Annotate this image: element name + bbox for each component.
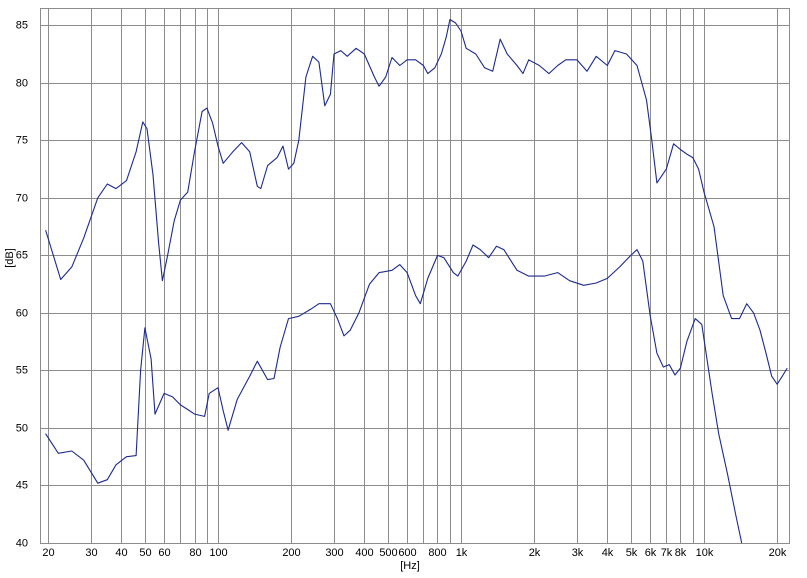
- x-tick-label: 300: [325, 547, 343, 559]
- x-tick-label: 6k: [645, 547, 657, 559]
- response-line: [45, 244, 743, 544]
- x-tick-label: 3k: [572, 547, 584, 559]
- y-tick-label: 80: [16, 77, 28, 89]
- x-tick-label: 5k: [626, 547, 638, 559]
- x-tick-label: 4k: [602, 547, 614, 559]
- x-tick-label: 20k: [769, 547, 787, 559]
- x-tick-label: 20: [42, 547, 54, 559]
- y-tick-label: 60: [16, 307, 28, 319]
- y-tick-label: 50: [16, 422, 28, 434]
- x-tick-label: 400: [355, 547, 373, 559]
- y-axis-label: [dB]: [4, 248, 16, 268]
- y-tick-label: 85: [16, 19, 28, 31]
- response-line: [45, 18, 788, 385]
- x-tick-label: 50: [139, 547, 151, 559]
- y-tick-label: 40: [16, 537, 28, 549]
- x-tick-label: 60: [158, 547, 170, 559]
- x-tick-label: 800: [428, 547, 446, 559]
- x-axis-label: [Hz]: [400, 560, 420, 572]
- x-tick-label: 10k: [696, 547, 714, 559]
- x-tick-label: 2k: [529, 547, 541, 559]
- y-tick-label: 65: [16, 249, 28, 261]
- x-tick-label: 40: [115, 547, 127, 559]
- x-tick-label: 100: [209, 547, 227, 559]
- x-tick-label: 200: [282, 547, 300, 559]
- y-tick-label: 75: [16, 134, 28, 146]
- x-tick-label: 500: [379, 547, 397, 559]
- x-tick-label: 30: [85, 547, 97, 559]
- x-tick-label: 80: [189, 547, 201, 559]
- x-tick-label: 1k: [456, 547, 468, 559]
- x-tick-label: 600: [398, 547, 416, 559]
- y-tick-label: 70: [16, 192, 28, 204]
- y-tick-label: 55: [16, 364, 28, 376]
- x-tick-label: 8k: [675, 547, 687, 559]
- y-tick-label: 45: [16, 479, 28, 491]
- plot-border: [40, 8, 790, 544]
- x-tick-label: 7k: [661, 547, 673, 559]
